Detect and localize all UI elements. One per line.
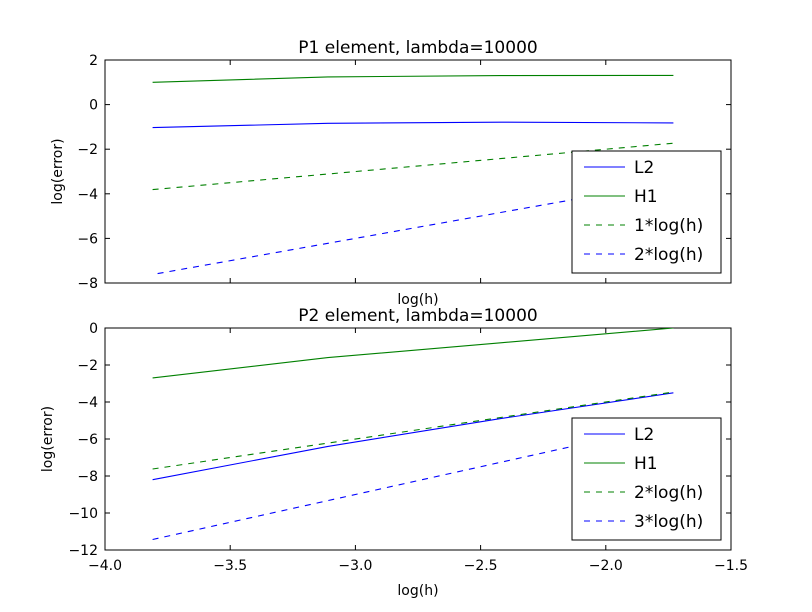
axes-frame [104,59,732,284]
y-tick-label: −2 [77,358,98,374]
series-line-1 [152,392,674,481]
chart-1: P1 element, lambda=10000 −8 −6 −4 −2 0 2 log(h)… [50,38,732,308]
x-tick-label: −2.0 [589,558,623,574]
legend-label: 2*log(h) [634,483,703,503]
x-tick-label: −4.0 [88,558,122,574]
x-tick-label: −1.5 [714,558,748,574]
x-axis-label: log(h) [397,292,438,308]
x-tick-label: −2.5 [464,558,498,574]
y-tick-label: −6 [77,231,98,247]
y-tick-label: −2 [77,142,98,158]
legend-label: 2*log(h) [634,245,703,265]
series-line-2 [152,74,674,83]
series-line-2 [152,328,674,379]
chart-title: P1 element, lambda=10000 [298,38,537,58]
y-tick-label: −8 [77,469,98,485]
x-axis-label: log(h) [397,583,438,599]
y-tick-label: 2 [89,53,98,69]
series-line-1 [152,121,674,129]
legend-label: 1*log(h) [634,216,703,236]
legend-label: H1 [634,454,658,474]
y-tick-label: −4 [77,187,98,203]
legend-box [571,417,722,541]
legend-label: L2 [634,425,654,445]
y-tick-label: −10 [68,506,98,522]
y-axis-label: log(error) [40,406,56,472]
y-tick-label: −6 [77,432,98,448]
y-tick-label: 0 [89,98,98,114]
y-axis-label: log(error) [50,138,66,204]
legend-label: 3*log(h) [634,512,703,532]
legend-label: H1 [634,187,658,207]
chart-title: P2 element, lambda=10000 [298,306,537,326]
legend-box [571,150,722,274]
x-tick-label: −3.5 [213,558,247,574]
series-line-3 [152,391,674,470]
x-tick-label: −3.0 [338,558,372,574]
y-tick-label: 0 [89,321,98,337]
y-tick-label: −12 [68,543,98,559]
legend: L2 H1 1*log(h) 2*log(h) [571,150,722,274]
legend: L2 H1 2*log(h) 3*log(h) [571,417,722,541]
chart-2: P2 element, lambda=10000 −4.0 −3.5 −3.0 −2.5… [40,306,748,599]
legend-label: L2 [634,158,654,178]
y-tick-label: −8 [77,276,98,292]
y-tick-label: −4 [77,395,98,411]
